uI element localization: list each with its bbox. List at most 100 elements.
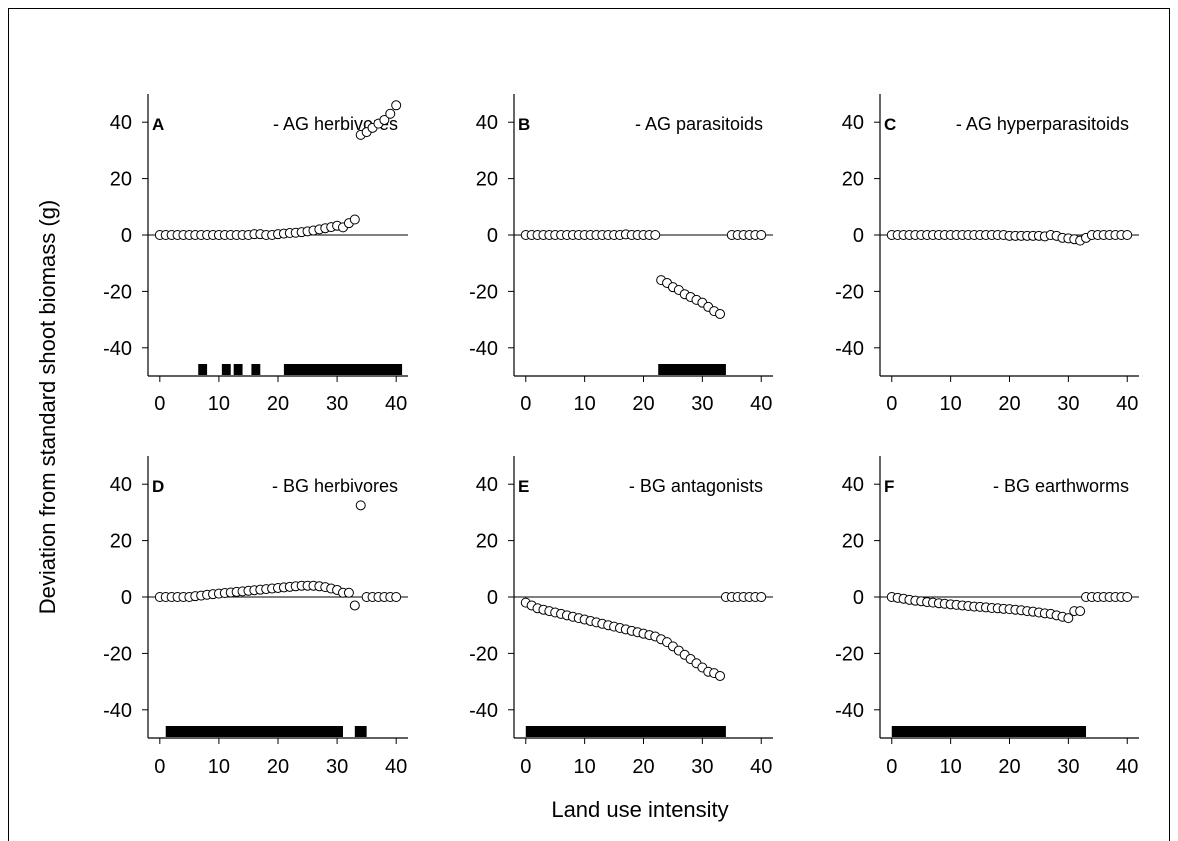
panel-title: - AG parasitoids bbox=[635, 114, 763, 134]
x-tick-label: 30 bbox=[691, 756, 713, 778]
x-tick-label: 20 bbox=[632, 393, 654, 415]
panel-b: 40 20 0 -20 -40 0 10 20 30 40 B - AG parasitoids bbox=[469, 94, 773, 415]
y-axis-title: Deviation from standard shoot biomass (g… bbox=[35, 200, 60, 615]
y-tick-label: 0 bbox=[853, 225, 864, 247]
x-tick-label: 10 bbox=[574, 393, 596, 415]
y-tick-label: 0 bbox=[487, 225, 498, 247]
y-tick-label: 40 bbox=[110, 112, 132, 134]
panel-c: 40 20 0 -20 -40 0 10 20 30 40 C - AG hyperparasitoi… bbox=[835, 94, 1139, 415]
y-tick-label: 20 bbox=[842, 531, 864, 553]
data-point bbox=[1075, 606, 1086, 617]
panel-letter: C bbox=[884, 115, 896, 134]
y-tick-label: -20 bbox=[469, 281, 498, 303]
data-point bbox=[1122, 230, 1133, 240]
x-tick-label: 0 bbox=[154, 393, 165, 415]
y-tick-label: 0 bbox=[853, 587, 864, 609]
x-tick-label: 30 bbox=[1057, 393, 1079, 415]
y-tick-label: 40 bbox=[842, 112, 864, 134]
x-tick-label: 40 bbox=[385, 756, 407, 778]
x-tick-label: 10 bbox=[940, 393, 962, 415]
x-tick-label: 30 bbox=[326, 393, 348, 415]
x-tick-label: 0 bbox=[154, 756, 165, 778]
y-tick-label: 0 bbox=[121, 587, 132, 609]
y-tick-label: -40 bbox=[103, 338, 132, 360]
data-point bbox=[715, 308, 726, 319]
panel-e: 40 20 0 -20 -40 0 10 20 30 40 E - BG antagonists bbox=[469, 456, 773, 778]
y-tick-label: 0 bbox=[121, 225, 132, 247]
significance-bar bbox=[283, 364, 403, 375]
panel-d: 40 20 0 -20 -40 0 10 20 30 40 D - BG herbivores bbox=[103, 456, 408, 778]
panel-letter: B bbox=[518, 115, 530, 134]
y-tick-label: -20 bbox=[835, 281, 864, 303]
x-tick-label: 10 bbox=[208, 756, 230, 778]
y-tick-label: -20 bbox=[103, 281, 132, 303]
data-point bbox=[349, 214, 360, 225]
x-tick-label: 0 bbox=[886, 756, 897, 778]
x-axis-title: Land use intensity bbox=[551, 797, 728, 822]
y-tick-label: 20 bbox=[476, 169, 498, 191]
panel-letter: F bbox=[884, 477, 894, 496]
data-point bbox=[756, 592, 767, 602]
y-tick-label: 0 bbox=[487, 587, 498, 609]
x-tick-label: 40 bbox=[750, 756, 772, 778]
x-tick-label: 40 bbox=[1116, 393, 1138, 415]
x-tick-label: 30 bbox=[326, 756, 348, 778]
y-tick-label: -20 bbox=[103, 643, 132, 665]
significance-bar bbox=[233, 364, 243, 375]
data-point bbox=[355, 500, 366, 511]
significance-bar bbox=[165, 726, 343, 737]
y-tick-label: -40 bbox=[835, 700, 864, 722]
x-tick-label: 10 bbox=[940, 756, 962, 778]
data-point bbox=[343, 587, 354, 598]
panel-title: - BG herbivores bbox=[272, 476, 398, 496]
y-tick-label: 20 bbox=[110, 531, 132, 553]
x-tick-label: 0 bbox=[520, 756, 531, 778]
x-tick-label: 40 bbox=[750, 393, 772, 415]
x-tick-label: 10 bbox=[208, 393, 230, 415]
y-tick-label: 40 bbox=[476, 474, 498, 496]
y-tick-label: -20 bbox=[469, 643, 498, 665]
data-point bbox=[379, 114, 390, 125]
y-tick-label: 40 bbox=[476, 112, 498, 134]
data-point bbox=[1122, 592, 1133, 602]
y-tick-label: 40 bbox=[842, 474, 864, 496]
y-tick-label: -20 bbox=[835, 643, 864, 665]
significance-bar bbox=[525, 726, 726, 737]
x-tick-label: 20 bbox=[998, 756, 1020, 778]
y-tick-label: -40 bbox=[103, 700, 132, 722]
panel-f: 40 20 0 -20 -40 0 10 20 30 40 F - BG earthworms bbox=[835, 456, 1139, 778]
panel-title: - BG antagonists bbox=[629, 476, 763, 496]
significance-bar bbox=[251, 364, 261, 375]
y-tick-label: 40 bbox=[110, 474, 132, 496]
panel-letter: A bbox=[152, 115, 164, 134]
y-tick-label: 20 bbox=[110, 169, 132, 191]
data-point bbox=[385, 108, 396, 119]
significance-bar bbox=[658, 364, 726, 375]
y-tick-label: 20 bbox=[476, 531, 498, 553]
x-tick-label: 0 bbox=[520, 393, 531, 415]
y-tick-label: -40 bbox=[469, 338, 498, 360]
panel-letter: D bbox=[152, 477, 164, 496]
significance-bar bbox=[198, 364, 208, 375]
significance-bar bbox=[891, 726, 1087, 737]
x-tick-label: 40 bbox=[1116, 756, 1138, 778]
data-point bbox=[1063, 613, 1074, 624]
y-tick-label: -40 bbox=[469, 700, 498, 722]
significance-bar bbox=[221, 364, 231, 375]
x-tick-label: 10 bbox=[574, 756, 596, 778]
y-tick-label: 20 bbox=[842, 169, 864, 191]
x-tick-label: 20 bbox=[267, 756, 289, 778]
x-tick-label: 20 bbox=[267, 393, 289, 415]
x-tick-label: 20 bbox=[998, 393, 1020, 415]
panel-title: - BG earthworms bbox=[993, 476, 1129, 496]
x-tick-label: 20 bbox=[632, 756, 654, 778]
data-point bbox=[391, 100, 402, 111]
panel-title: - AG hyperparasitoids bbox=[956, 114, 1129, 134]
figure-frame bbox=[8, 8, 1170, 841]
panel-letter: E bbox=[518, 477, 529, 496]
x-tick-label: 40 bbox=[385, 393, 407, 415]
x-tick-label: 30 bbox=[691, 393, 713, 415]
